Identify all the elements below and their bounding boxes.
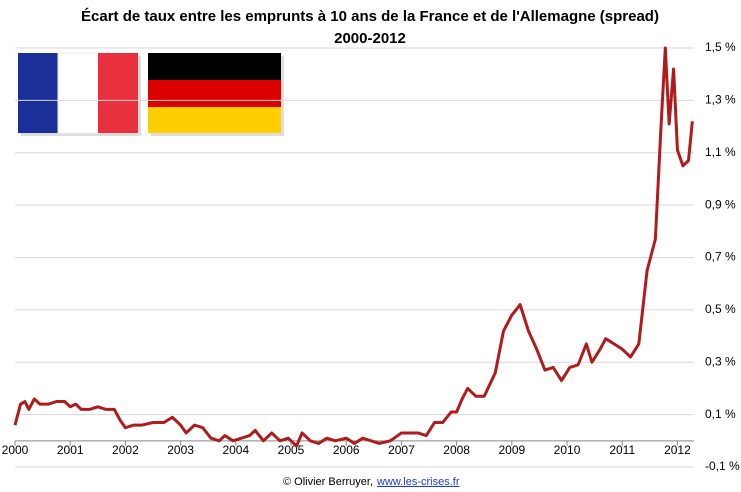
x-tick-label: 2010 (554, 443, 581, 457)
y-tick-label: -0,1 % (705, 459, 740, 473)
x-tick-label: 2006 (333, 443, 360, 457)
chart-subtitle: 2000-2012 (334, 30, 406, 47)
x-tick-label: 2004 (222, 443, 249, 457)
x-tick-label: 2011 (609, 443, 635, 457)
x-tick-label: 2001 (57, 443, 84, 457)
x-tick-label: 2003 (167, 443, 194, 457)
x-tick-label: 2012 (664, 443, 691, 457)
y-tick-label: 0,3 % (705, 354, 736, 368)
chart-title: Écart de taux entre les emprunts à 10 an… (81, 8, 659, 25)
credit: © Olivier Berruyer, (283, 476, 373, 488)
x-tick-label: 2009 (498, 443, 525, 457)
x-tick-label: 2002 (112, 443, 139, 457)
x-tick-label: 2007 (388, 443, 415, 457)
y-tick-label: 0,5 % (705, 302, 736, 316)
y-tick-label: 1,5 % (705, 40, 736, 54)
x-tick-label: 2005 (278, 443, 305, 457)
y-tick-label: 0,1 % (705, 407, 736, 421)
line (13, 46, 694, 448)
y-tick-label: 1,3 % (705, 93, 736, 107)
german-flag (148, 53, 284, 136)
x-tick-label: 2008 (443, 443, 470, 457)
x-tick-label: 2000 (2, 443, 29, 457)
link[interactable]: www.les-crises.fr (376, 476, 460, 488)
y-tick-label: 0,7 % (705, 250, 736, 264)
y-tick-label: 1,1 % (705, 145, 736, 159)
y-tick-label: 0,9 % (705, 197, 736, 211)
french-flag (18, 52, 141, 136)
